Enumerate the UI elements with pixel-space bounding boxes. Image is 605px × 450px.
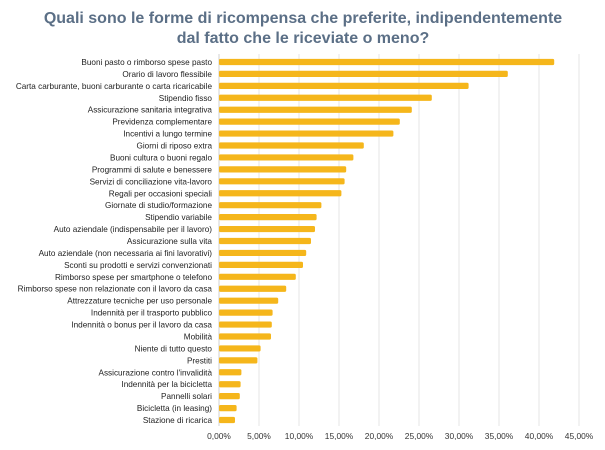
x-tick-label: 15,00% [325, 431, 354, 441]
category-label: Buoni cultura o buoni regalo [110, 153, 212, 162]
bar [219, 178, 345, 185]
chart-title-line-1: Quali sono le forme di ricompensa che pr… [44, 10, 562, 27]
category-label: Rimborso spese non relazionate con il la… [18, 285, 213, 294]
category-label: Niente di tutto questo [135, 344, 213, 353]
category-label: Orario di lavoro flessibile [122, 70, 212, 79]
bar [219, 393, 240, 400]
bar [219, 106, 412, 113]
bar [219, 404, 237, 412]
bar [219, 333, 271, 340]
bar [219, 118, 400, 125]
category-label: Bicicletta (in leasing) [137, 404, 212, 413]
category-label: Indennità per la bicicletta [121, 380, 212, 389]
x-tick-label: 35,00% [485, 431, 514, 441]
bar [219, 321, 272, 328]
category-label: Buoni pasto o rimborso spese pasto [81, 58, 212, 67]
category-label: Stipendio variabile [145, 213, 212, 222]
x-tick-label: 30,00% [445, 431, 474, 441]
bar [219, 249, 307, 257]
bar [219, 357, 258, 364]
category-label: Previdenza complementare [112, 118, 212, 127]
bar [219, 94, 432, 101]
category-label: Regali per occasioni speciali [109, 189, 212, 198]
x-tick-label: 45,00% [565, 431, 594, 441]
category-label: Assicurazione sulla vita [127, 237, 213, 246]
category-label: Indennità o bonus per il lavoro da casa [71, 321, 212, 330]
bar [219, 261, 303, 268]
bar [219, 190, 342, 197]
x-tick-label: 10,00% [285, 431, 314, 441]
bar [219, 58, 555, 66]
category-label: Stazione di ricarica [143, 416, 213, 425]
bar [219, 202, 322, 209]
category-label: Mobilità [184, 332, 213, 341]
category-label: Auto aziendale (non necessaria ai fini l… [39, 249, 213, 258]
bar [219, 345, 261, 352]
category-label: Auto aziendale (indispensabile per il la… [54, 225, 213, 234]
category-label: Sconti su prodotti e servizi convenziona… [64, 261, 212, 270]
category-labels: Buoni pasto o rimborso spese pasto Orario… [16, 58, 213, 425]
bar [219, 214, 317, 221]
x-tick-label: 0,00% [207, 431, 231, 441]
category-label: Programmi di salute e benessere [92, 165, 213, 174]
bar [219, 70, 508, 78]
category-label: Stipendio fisso [159, 94, 213, 103]
chart-title-line-2: dal fatto che le riceviate o meno? [177, 30, 430, 47]
bar [219, 381, 241, 388]
bar [219, 142, 364, 149]
category-label: Assicurazione contro l'invalidità [98, 368, 212, 377]
bar [219, 225, 315, 233]
x-tick-labels: 0,00% 5,00% 10,00% 15,00% 20,00% 25,00% 30,00%… [207, 431, 594, 441]
gridlines [218, 54, 580, 426]
category-label: Rimborso spese per smartphone o telefono [55, 273, 212, 282]
category-label: Pannelli solari [161, 392, 212, 401]
category-label: Giorni di riposo extra [136, 142, 212, 151]
bar [219, 82, 469, 89]
x-tick-label: 20,00% [365, 431, 394, 441]
bar [219, 416, 235, 424]
x-tick-label: 40,00% [525, 431, 554, 441]
bar [219, 297, 279, 304]
category-label: Prestiti [187, 356, 212, 365]
bar [219, 309, 273, 316]
bar [219, 369, 242, 376]
category-label: Assicurazione sanitaria integrativa [88, 106, 213, 115]
category-label: Giornate di studio/formazione [105, 201, 212, 210]
bar [219, 154, 354, 161]
bar [219, 130, 394, 137]
category-label: Carta carburante, buoni carburante o car… [16, 82, 213, 91]
category-label: Indennità per il trasporto pubblico [91, 309, 213, 318]
x-tick-label: 25,00% [405, 431, 434, 441]
category-label: Servizi di conciliazione vita-lavoro [90, 177, 213, 186]
bar [219, 237, 311, 245]
bars [219, 58, 555, 424]
bar [219, 166, 347, 173]
bar [219, 273, 296, 280]
category-label: Attrezzature tecniche per uso personale [67, 297, 212, 306]
bar [219, 285, 287, 292]
category-label: Incentivi a lungo termine [123, 130, 212, 139]
x-tick-label: 5,00% [247, 431, 271, 441]
